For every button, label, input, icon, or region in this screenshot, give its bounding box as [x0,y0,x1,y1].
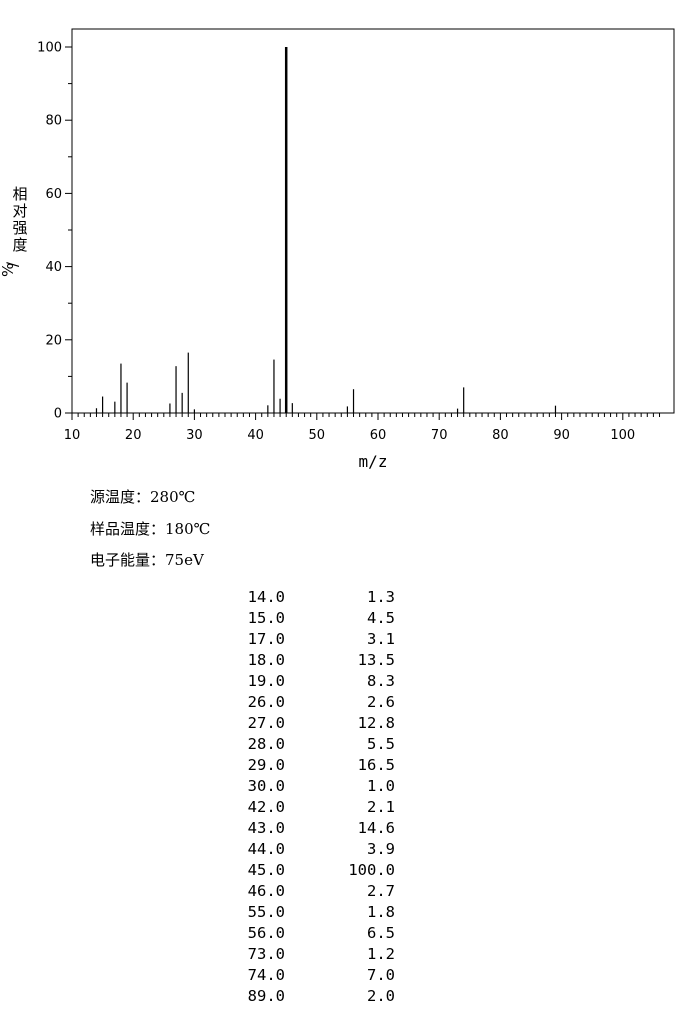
peak-intensity: 1.0 [367,777,395,795]
peak-intensity: 3.1 [367,630,395,648]
peak-intensity: 7.0 [367,966,395,984]
peak-row: 74.0 7.0 [220,965,395,986]
peak-mz: 27.0 [247,714,285,732]
peak-mz: 73.0 [247,945,285,963]
peak-row: 19.0 8.3 [220,671,395,692]
x-tick-label: 70 [431,428,448,443]
x-axis: 10 20 30 40 50 60 70 80 90 100 [64,413,661,443]
peak-mz: 45.0 [247,861,285,879]
y-tick-label: 40 [45,260,62,275]
x-tick-label: 80 [492,428,509,443]
mass-spectrum-chart: 0 20 40 60 80 100 10 20 30 40 50 60 70 80 90 100 相对强度/… [0,28,675,471]
peak-mz: 56.0 [247,924,285,942]
y-tick-label: 100 [37,41,62,56]
peak-intensity: 100.0 [348,861,395,879]
peak-mz: 17.0 [247,630,285,648]
spectrum-peaks [95,47,557,413]
peak-intensity: 1.2 [367,945,395,963]
peak-row: 55.0 1.8 [220,902,395,923]
peak-row: 18.0 13.5 [220,650,395,671]
peak-row: 28.0 5.5 [220,734,395,755]
peak-intensity: 6.5 [367,924,395,942]
peak-table: 14.0 1.3 15.0 4.5 17.0 3.1 18.0 13.5 19.0 8.3 26.0… [220,587,395,1007]
peak-row: 43.0 14.6 [220,818,395,839]
x-tick-label: 100 [610,428,635,443]
peak-row: 56.0 6.5 [220,923,395,944]
peak-intensity: 2.7 [367,882,395,900]
peak-intensity: 13.5 [357,651,395,669]
peak-intensity: 3.9 [367,840,395,858]
peak-intensity: 5.5 [367,735,395,753]
peak-mz: 44.0 [247,840,285,858]
peak-mz: 26.0 [247,693,285,711]
peak-intensity: 12.8 [357,714,395,732]
peak-intensity: 4.5 [367,609,395,627]
peak-row: 89.0 2.0 [220,986,395,1007]
peak-intensity: 1.3 [367,588,395,606]
peak-intensity: 2.1 [367,798,395,816]
peak-mz: 15.0 [247,609,285,627]
y-tick-label: 80 [45,114,62,129]
plot-frame [71,28,675,414]
peak-mz: 18.0 [247,651,285,669]
peak-row: 44.0 3.9 [220,839,395,860]
y-tick-label: 0 [54,407,62,422]
x-tick-label: 50 [309,428,326,443]
peak-mz: 19.0 [247,672,285,690]
peak-mz: 43.0 [247,819,285,837]
peak-mz: 42.0 [247,798,285,816]
x-tick-label: 40 [247,428,264,443]
y-tick-label: 20 [45,333,62,348]
peak-intensity: 14.6 [357,819,395,837]
y-axis-label: 相对强度/% [0,185,28,277]
electron-energy: 电子能量：75eV [90,551,204,569]
peak-row: 14.0 1.3 [220,587,395,608]
x-tick-label: 90 [553,428,570,443]
peak-row: 26.0 2.6 [220,692,395,713]
peak-row: 15.0 4.5 [220,608,395,629]
peak-mz: 55.0 [247,903,285,921]
peak-intensity: 2.0 [367,987,395,1005]
peak-intensity: 8.3 [367,672,395,690]
peak-mz: 74.0 [247,966,285,984]
peak-row: 27.0 12.8 [220,713,395,734]
x-tick-label: 20 [125,428,142,443]
peak-intensity: 16.5 [357,756,395,774]
peak-row: 73.0 1.2 [220,944,395,965]
x-tick-label: 30 [186,428,203,443]
source-temperature: 源温度：280℃ [90,488,196,506]
peak-mz: 14.0 [247,588,285,606]
peak-mz: 28.0 [247,735,285,753]
x-tick-label: 10 [64,428,81,443]
peak-intensity: 2.6 [367,693,395,711]
y-tick-label: 60 [45,187,62,202]
peak-row: 29.0 16.5 [220,755,395,776]
peak-mz: 30.0 [247,777,285,795]
x-tick-label: 60 [370,428,387,443]
peak-mz: 46.0 [247,882,285,900]
peak-intensity: 1.8 [367,903,395,921]
peak-row: 30.0 1.0 [220,776,395,797]
x-axis-label: m/z [359,452,388,471]
peak-row: 46.0 2.7 [220,881,395,902]
sample-temperature: 样品温度：180℃ [90,520,211,538]
peak-row: 45.0 100.0 [220,860,395,881]
y-axis: 0 20 40 60 80 100 [37,41,72,422]
peak-row: 17.0 3.1 [220,629,395,650]
peak-row: 42.0 2.1 [220,797,395,818]
peak-mz: 89.0 [247,987,285,1005]
peak-mz: 29.0 [247,756,285,774]
